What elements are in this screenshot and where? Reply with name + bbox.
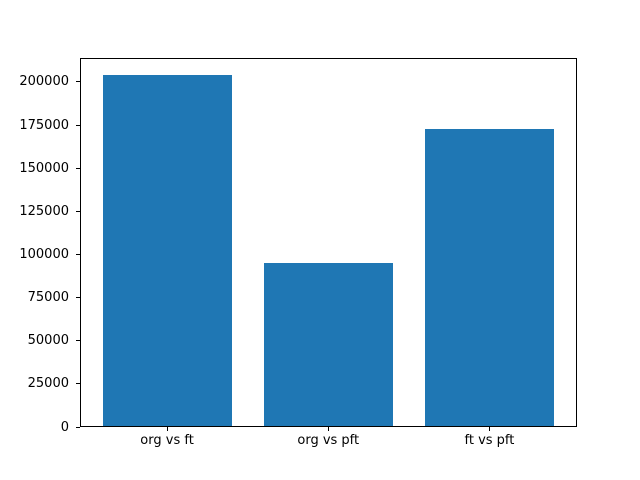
y-tick-mark xyxy=(76,210,80,212)
bar xyxy=(102,75,232,427)
y-tick-label: 25000 xyxy=(27,376,69,392)
y-tick-mark xyxy=(76,383,80,385)
bar xyxy=(263,263,393,427)
y-tick-label: 100000 xyxy=(19,246,69,262)
y-tick-label: 75000 xyxy=(27,290,69,306)
x-tick-label: org vs ft xyxy=(140,433,194,448)
x-tick-mark xyxy=(327,427,329,431)
y-tick-mark xyxy=(76,297,80,299)
x-tick-mark xyxy=(488,427,490,431)
x-tick-label: ft vs pft xyxy=(464,433,515,448)
y-tick-label: 200000 xyxy=(19,74,69,90)
y-tick-mark xyxy=(76,81,80,83)
x-tick-mark xyxy=(166,427,168,431)
y-tick-mark xyxy=(76,340,80,342)
y-tick-mark xyxy=(76,124,80,126)
y-tick-label: 175000 xyxy=(19,117,69,133)
y-tick-mark xyxy=(76,253,80,255)
y-tick-mark xyxy=(76,167,80,169)
bar xyxy=(424,128,554,427)
y-tick-mark xyxy=(76,426,80,428)
y-tick-label: 50000 xyxy=(27,333,69,349)
y-tick-label: 0 xyxy=(60,419,69,435)
y-tick-label: 150000 xyxy=(19,160,69,176)
y-tick-label: 125000 xyxy=(19,203,69,219)
x-tick-label: org vs pft xyxy=(297,433,360,448)
